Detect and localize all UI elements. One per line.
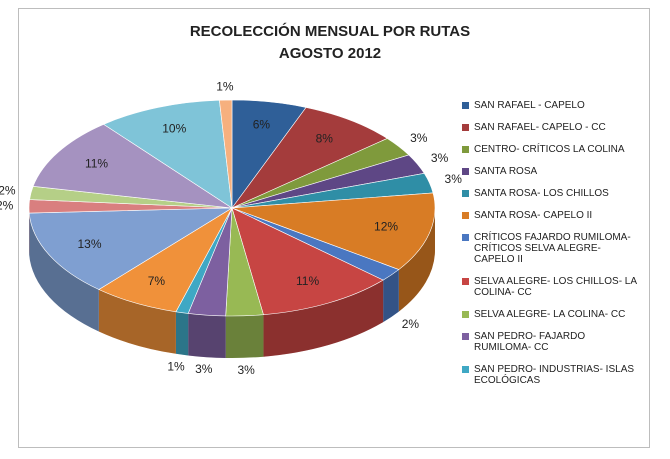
data-label: 10% [162, 122, 186, 136]
data-label: 13% [77, 237, 101, 251]
legend-swatch [462, 190, 469, 197]
chart-title: RECOLECCIÓN MENSUAL POR RUTAS [190, 22, 470, 40]
legend-swatch [462, 212, 469, 219]
slice-side [188, 313, 226, 358]
chart-area [18, 8, 650, 448]
chart-subtitle: AGOSTO 2012 [279, 45, 381, 62]
legend-item: SAN RAFAEL- CAPELO - CC [462, 122, 642, 133]
slice-side-shade [263, 280, 384, 357]
legend: SAN RAFAEL - CAPELO SAN RAFAEL- CAPELO - … [462, 100, 642, 397]
slice [231, 207, 384, 316]
legend-label: SAN PEDRO- FAJARDO RUMILOMA- CC [474, 331, 586, 353]
legend-item: SANTA ROSA [462, 166, 642, 177]
data-label: 11% [85, 157, 108, 171]
slice [231, 192, 436, 270]
slice-side [175, 311, 189, 356]
legend-label: SANTA ROSA [474, 166, 538, 177]
slice-side [383, 269, 399, 323]
slice-side-shade [225, 314, 264, 358]
data-label: 2% [0, 183, 16, 197]
legend-swatch [462, 366, 469, 373]
slice-side-shade [383, 269, 399, 323]
data-label: 7% [148, 274, 166, 288]
legend-label: SAN RAFAEL- CAPELO - CC [474, 122, 606, 133]
legend-label: SANTA ROSA- CAPELO II [474, 210, 593, 221]
data-label: 12% [374, 220, 398, 234]
slice-side [263, 280, 384, 357]
slice-side [98, 289, 176, 354]
legend-item: SAN PEDRO- INDUSTRIAS- ISLAS ECOLÓGICAS [462, 364, 642, 386]
data-label: 6% [253, 117, 271, 131]
legend-swatch [462, 168, 469, 175]
data-label: 11% [296, 274, 319, 288]
legend-item: SAN PEDRO- FAJARDO RUMILOMA- CC [462, 331, 642, 353]
slice [103, 99, 233, 209]
data-label: 8% [316, 132, 334, 146]
legend-swatch [462, 234, 469, 241]
legend-label: CRÍTICOS FAJARDO RUMILOMA- CRÍTICOS SELV… [474, 232, 631, 265]
slice-side [225, 314, 264, 358]
data-label: 1% [216, 79, 234, 93]
slice [28, 207, 234, 290]
legend-label: SAN RAFAEL - CAPELO [474, 100, 585, 111]
legend-item: SELVA ALEGRE- LA COLINA- CC [462, 309, 642, 320]
data-label: 3% [431, 151, 449, 165]
data-label: 3% [237, 363, 255, 377]
data-label: 2% [402, 317, 420, 331]
data-label: 3% [410, 131, 428, 145]
legend-swatch [462, 146, 469, 153]
legend-label: SAN PEDRO- INDUSTRIAS- ISLAS ECOLÓGICAS [474, 364, 635, 386]
data-label: 3% [445, 172, 463, 186]
data-label: 3% [195, 362, 213, 376]
slice-side [29, 213, 99, 332]
slice [219, 99, 233, 209]
slice-side-shade [29, 213, 99, 332]
slice [231, 107, 388, 209]
slice-side-shade [98, 289, 176, 354]
legend-swatch [462, 278, 469, 285]
legend-swatch [462, 311, 469, 318]
data-label: 1% [167, 359, 185, 373]
legend-item: SAN RAFAEL - CAPELO [462, 100, 642, 111]
legend-item: SANTA ROSA- LOS CHILLOS [462, 188, 642, 199]
legend-label: CENTRO- CRÍTICOS LA COLINA [474, 144, 625, 155]
data-label: 2% [0, 198, 14, 212]
legend-swatch [462, 102, 469, 109]
slice-side-shade [175, 311, 189, 356]
legend-label: SANTA ROSA- LOS CHILLOS [474, 188, 609, 199]
legend-swatch [462, 333, 469, 340]
legend-item: CENTRO- CRÍTICOS LA COLINA [462, 144, 642, 155]
legend-label: SELVA ALEGRE- LOS CHILLOS- LA COLINA- CC [474, 276, 637, 298]
slice-sides [29, 208, 435, 358]
slice-tops [28, 99, 436, 317]
slice-side-shade [398, 208, 435, 312]
legend-item: CRÍTICOS FAJARDO RUMILOMA- CRÍTICOS SELV… [462, 232, 642, 265]
slice-side [398, 208, 435, 312]
legend-label: SELVA ALEGRE- LA COLINA- CC [474, 309, 626, 320]
legend-item: SANTA ROSA- CAPELO II [462, 210, 642, 221]
slice-side-shade [188, 313, 226, 358]
legend-item: SELVA ALEGRE- LOS CHILLOS- LA COLINA- CC [462, 276, 642, 298]
slice [32, 123, 233, 209]
legend-swatch [462, 124, 469, 131]
